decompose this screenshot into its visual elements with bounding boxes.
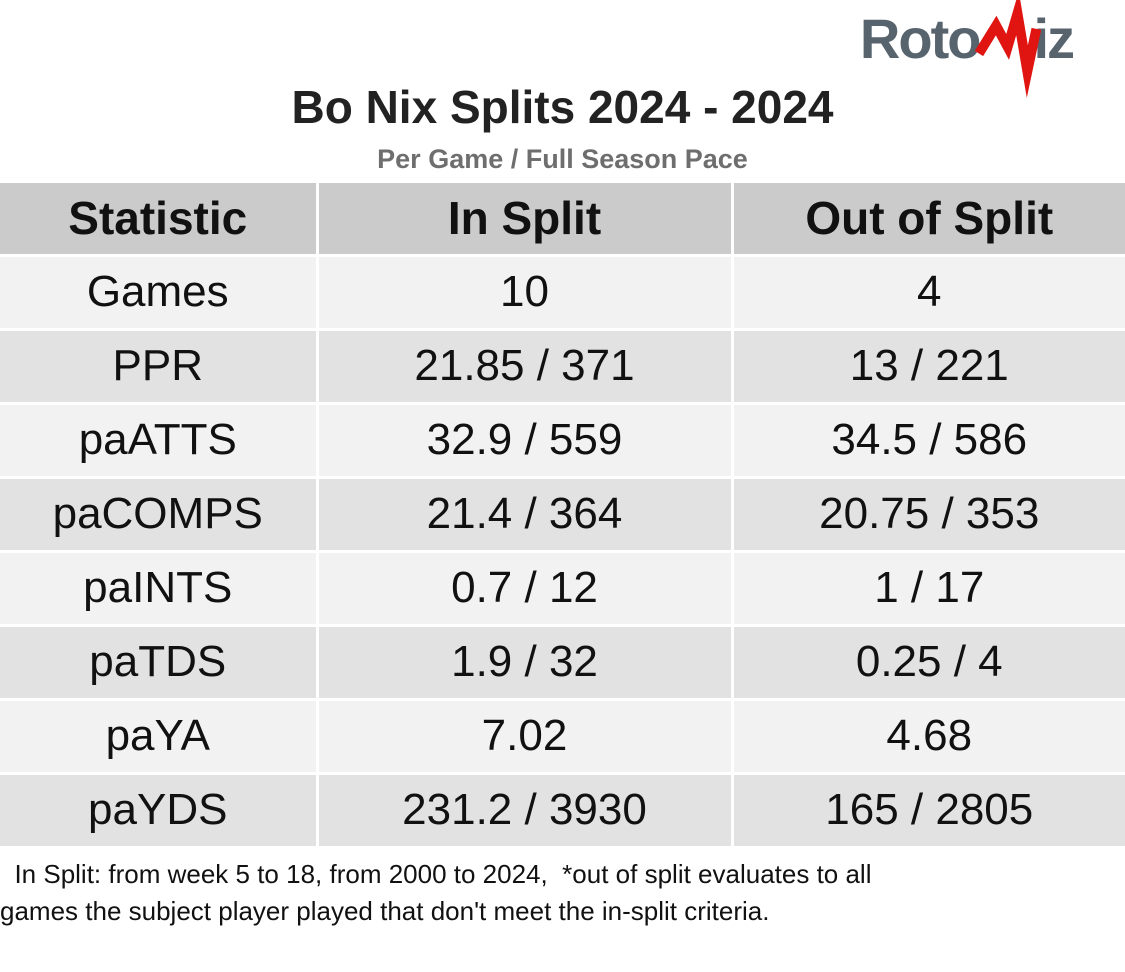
- logo-text-iz: iz: [1033, 7, 1075, 70]
- header-row: Statistic In Split Out of Split: [0, 183, 1125, 257]
- table-row: paCOMPS 21.4 / 364 20.75 / 353: [0, 477, 1125, 553]
- out-of-split-cell: 165 / 2805: [732, 773, 1125, 849]
- table-row: paTDS 1.9 / 32 0.25 / 4: [0, 625, 1125, 701]
- out-of-split-cell: 20.75 / 353: [732, 477, 1125, 553]
- out-of-split-cell: 4.68: [732, 699, 1125, 775]
- logo-text-roto: Roto: [859, 7, 982, 70]
- table-body: Games 10 4 PPR 21.85 / 371 13 / 221 paATTS 32.9…: [0, 255, 1125, 849]
- table-row: paATTS 32.9 / 559 34.5 / 586: [0, 403, 1125, 479]
- stat-name-cell: paCOMPS: [0, 477, 319, 553]
- footnote: In Split: from week 5 to 18, from 2000 t…: [0, 856, 1125, 930]
- page-title: Bo Nix Splits 2024 - 2024: [291, 81, 834, 133]
- out-of-split-cell: 4: [732, 255, 1125, 331]
- in-split-cell: 0.7 / 12: [317, 551, 734, 627]
- col-header-in-split: In Split: [317, 183, 734, 257]
- footnote-line-1: In Split: from week 5 to 18, from 2000 t…: [0, 858, 872, 889]
- stat-name-cell: paINTS: [0, 551, 319, 627]
- stat-name-cell: paATTS: [0, 403, 319, 479]
- page-subtitle: Per Game / Full Season Pace: [377, 144, 748, 174]
- in-split-cell: 21.4 / 364: [317, 477, 734, 553]
- stat-name-cell: Games: [0, 255, 319, 331]
- in-split-cell: 32.9 / 559: [317, 403, 734, 479]
- out-of-split-cell: 34.5 / 586: [732, 403, 1125, 479]
- table-row: paYDS 231.2 / 3930 165 / 2805: [0, 773, 1125, 849]
- stat-name-cell: PPR: [0, 329, 319, 405]
- in-split-cell: 21.85 / 371: [317, 329, 734, 405]
- table-row: paINTS 0.7 / 12 1 / 17: [0, 551, 1125, 627]
- stat-name-cell: paYDS: [0, 773, 319, 849]
- stat-name-cell: paYA: [0, 699, 319, 775]
- table-row: paYA 7.02 4.68: [0, 699, 1125, 775]
- in-split-cell: 231.2 / 3930: [317, 773, 734, 849]
- col-header-out-of-split: Out of Split: [732, 183, 1125, 257]
- splits-table: Statistic In Split Out of Split Games 10 4…: [0, 183, 1125, 849]
- out-of-split-cell: 1 / 17: [732, 551, 1125, 627]
- stat-name-cell: paTDS: [0, 625, 319, 701]
- heartbeat-v-icon: [975, 0, 1042, 98]
- table-row: Games 10 4: [0, 255, 1125, 331]
- out-of-split-cell: 0.25 / 4: [732, 625, 1125, 701]
- col-header-statistic: Statistic: [0, 183, 319, 257]
- in-split-cell: 1.9 / 32: [317, 625, 734, 701]
- rotoviz-logo: Roto iz: [859, 0, 1075, 98]
- in-split-cell: 7.02: [317, 699, 734, 775]
- footnote-line-2: games the subject player played that don…: [0, 895, 770, 926]
- out-of-split-cell: 13 / 221: [732, 329, 1125, 405]
- in-split-cell: 10: [317, 255, 734, 331]
- table-row: PPR 21.85 / 371 13 / 221: [0, 329, 1125, 405]
